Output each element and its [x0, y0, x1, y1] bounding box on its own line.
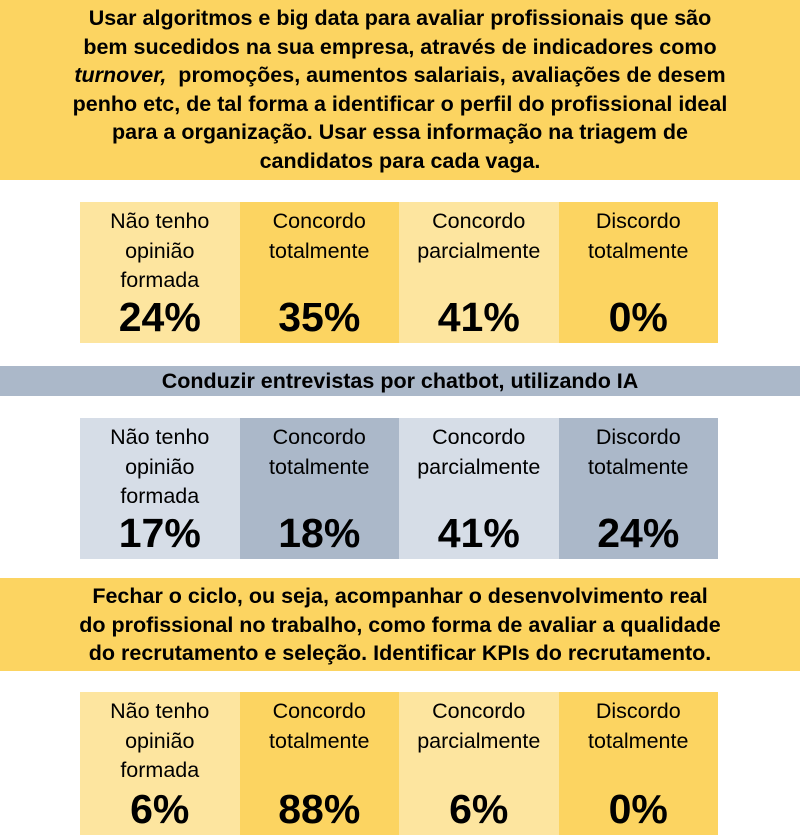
- option-label: Não tenho opinião formada: [80, 697, 240, 786]
- turnover-term: turnover,: [74, 63, 167, 87]
- option-label: Concordo parcialmente: [399, 697, 559, 756]
- section-1-options: Não tenho opinião formada 24% Concordo t…: [80, 202, 718, 343]
- option-label: Concordo totalmente: [240, 207, 400, 266]
- option-fully-disagree: Discordo totalmente 24%: [558, 418, 719, 559]
- label-line: totalmente: [269, 454, 370, 479]
- option-label: Discordo totalmente: [559, 207, 719, 266]
- option-no-opinion: Não tenho opinião formada 17%: [80, 418, 240, 559]
- label-line: totalmente: [588, 728, 689, 753]
- section-2-options: Não tenho opinião formada 17% Concordo t…: [80, 418, 718, 559]
- label-line: Não tenho: [110, 209, 210, 233]
- label-line: Não tenho: [110, 425, 210, 449]
- title-line-rest: promoções, aumentos salariais, avaliaçõe…: [166, 63, 726, 87]
- title-line-mixed: turnover, promoções, aumentos salariais,…: [0, 61, 800, 90]
- label-line: opinião: [125, 238, 195, 263]
- section-3-title: Fechar o ciclo, ou seja, acompanhar o de…: [0, 578, 800, 671]
- option-percentage: 24%: [597, 510, 680, 556]
- label-line: Concordo: [272, 425, 366, 449]
- label-line: Concordo: [432, 209, 526, 233]
- title-line: para a organização. Usar essa informação…: [112, 120, 688, 144]
- label-line: parcialmente: [417, 454, 541, 479]
- option-percentage: 0%: [608, 786, 668, 832]
- option-label: Discordo totalmente: [559, 697, 719, 756]
- section-2-title: Conduzir entrevistas por chatbot, utiliz…: [0, 366, 800, 396]
- label-line: Concordo: [272, 699, 366, 723]
- option-percentage: 18%: [278, 510, 361, 556]
- label-line: Concordo: [432, 699, 526, 723]
- option-label: Concordo parcialmente: [399, 207, 559, 266]
- title-line: candidatos para cada vaga.: [259, 148, 541, 173]
- option-percentage: 41%: [437, 294, 520, 340]
- label-line: formada: [120, 758, 200, 782]
- option-label: Não tenho opinião formada: [80, 207, 240, 296]
- label-line: Concordo: [272, 209, 366, 233]
- option-label: Concordo parcialmente: [399, 423, 559, 482]
- option-label: Concordo totalmente: [240, 423, 400, 482]
- label-line: totalmente: [588, 238, 689, 263]
- label-line: totalmente: [588, 454, 689, 479]
- label-line: parcialmente: [417, 728, 541, 753]
- option-percentage: 41%: [437, 510, 520, 556]
- label-line: parcialmente: [417, 238, 541, 263]
- option-label: Discordo totalmente: [559, 423, 719, 482]
- option-percentage: 88%: [278, 786, 361, 832]
- label-line: Concordo: [432, 425, 526, 449]
- label-line: Discordo: [595, 209, 681, 233]
- title-line: Usar algoritmos e big data para avaliar …: [88, 6, 712, 30]
- title-line: Conduzir entrevistas por chatbot, utiliz…: [161, 369, 639, 393]
- option-partially-agree: Concordo parcialmente 41%: [399, 418, 559, 559]
- option-no-opinion: Não tenho opinião formada 24%: [80, 202, 240, 343]
- label-line: totalmente: [269, 728, 370, 753]
- option-fully-agree: Concordo totalmente 18%: [239, 418, 400, 559]
- option-no-opinion: Não tenho opinião formada 6%: [80, 692, 240, 835]
- label-line: Não tenho: [110, 699, 210, 723]
- option-partially-agree: Concordo parcialmente 6%: [399, 692, 559, 835]
- option-percentage: 6%: [130, 786, 190, 832]
- label-line: formada: [120, 268, 200, 292]
- label-line: formada: [120, 484, 200, 508]
- section-1-title: Usar algoritmos e big data para avaliar …: [0, 0, 800, 180]
- label-line: Discordo: [595, 699, 681, 723]
- section-3-options: Não tenho opinião formada 6% Concordo to…: [80, 692, 718, 835]
- option-percentage: 6%: [449, 786, 509, 832]
- title-line: do recrutamento e seleção. Identificar K…: [88, 641, 712, 665]
- title-line: do profissional no trabalho, como forma …: [79, 612, 721, 637]
- option-percentage: 24%: [118, 294, 201, 340]
- option-fully-agree: Concordo totalmente 35%: [239, 202, 400, 343]
- title-line: Fechar o ciclo, ou seja, acompanhar o de…: [92, 584, 708, 608]
- label-line: Discordo: [595, 425, 681, 449]
- option-label: Não tenho opinião formada: [80, 423, 240, 512]
- title-line: penho etc, de tal forma a identificar o …: [72, 91, 728, 116]
- option-partially-agree: Concordo parcialmente 41%: [399, 202, 559, 343]
- option-fully-disagree: Discordo totalmente 0%: [558, 692, 719, 835]
- label-line: opinião: [125, 454, 195, 479]
- option-label: Concordo totalmente: [240, 697, 400, 756]
- label-line: opinião: [125, 728, 195, 753]
- option-fully-disagree: Discordo totalmente 0%: [558, 202, 719, 343]
- option-percentage: 0%: [608, 294, 668, 340]
- label-line: totalmente: [269, 238, 370, 263]
- option-fully-agree: Concordo totalmente 88%: [239, 692, 400, 835]
- title-line: bem sucedidos na sua empresa, através de…: [83, 34, 717, 59]
- option-percentage: 17%: [118, 510, 201, 556]
- option-percentage: 35%: [278, 294, 361, 340]
